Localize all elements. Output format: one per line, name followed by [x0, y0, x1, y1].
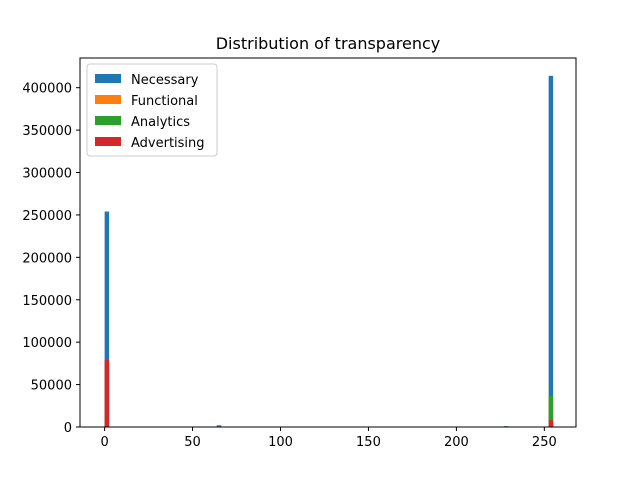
- x-axis-ticks: 0 50 100 150 200 250: [100, 427, 557, 450]
- legend-label-analytics: Analytics: [131, 115, 190, 130]
- bar-advertising-1: [548, 420, 554, 427]
- y-tick-label: 350000: [22, 124, 72, 139]
- chart-title: Distribution of transparency: [216, 34, 441, 53]
- y-tick-label: 250000: [22, 209, 72, 224]
- bar-necessary-1: [216, 425, 222, 427]
- legend-swatch-functional: [95, 95, 121, 104]
- x-tick-label: 250: [532, 435, 557, 450]
- y-tick-label: 300000: [22, 167, 72, 182]
- y-tick-label: 200000: [22, 251, 72, 266]
- y-tick-label: 50000: [31, 379, 72, 394]
- x-tick-label: 0: [100, 435, 108, 450]
- y-tick-label: 400000: [22, 82, 72, 97]
- x-tick-label: 200: [444, 435, 469, 450]
- legend-label-advertising: Advertising: [131, 136, 205, 151]
- y-axis-ticks: 0 50000 100000 150000 200000 250000 300000 3500…: [22, 82, 80, 436]
- x-tick-label: 50: [184, 435, 201, 450]
- bar-advertising-0: [104, 359, 110, 427]
- x-tick-label: 100: [268, 435, 293, 450]
- y-tick-label: 150000: [22, 294, 72, 309]
- legend-swatch-advertising: [95, 137, 121, 146]
- bar-analytics-1: [548, 395, 554, 427]
- legend-label-necessary: Necessary: [131, 73, 199, 88]
- legend: Necessary Functional Analytics Advertising: [86, 63, 218, 157]
- legend-swatch-necessary: [95, 74, 121, 83]
- y-tick-label: 0: [64, 421, 72, 436]
- x-tick-label: 150: [356, 435, 381, 450]
- bar-necessary-3: [548, 75, 554, 428]
- bar-necessary-0: [104, 211, 110, 427]
- y-tick-label: 100000: [22, 336, 72, 351]
- legend-box: [86, 63, 218, 157]
- legend-swatch-analytics: [95, 116, 121, 125]
- histogram-bars: [104, 75, 554, 428]
- plot-frame: [79, 57, 577, 428]
- legend-label-functional: Functional: [131, 94, 198, 109]
